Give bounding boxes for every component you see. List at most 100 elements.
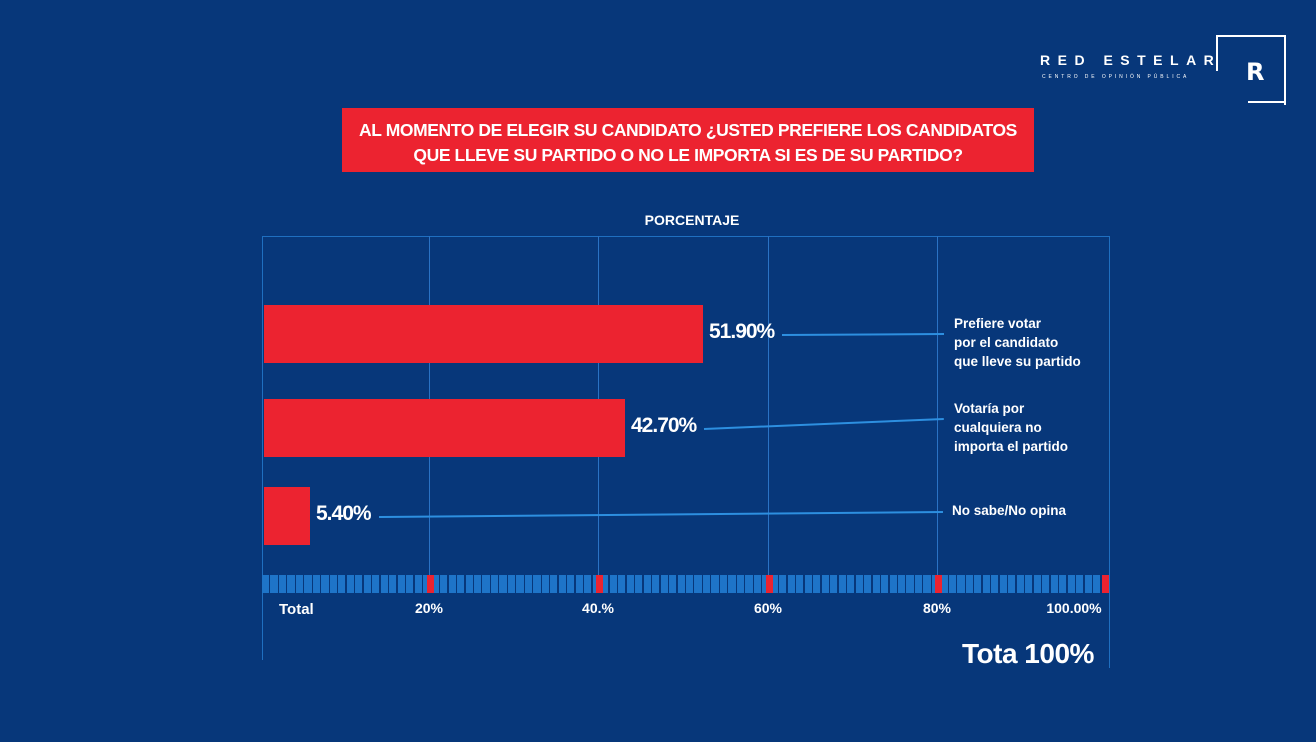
scale-segment — [669, 575, 677, 593]
tick-label-20: 20% — [414, 600, 444, 616]
scale-segment — [1076, 575, 1084, 593]
scale-segment — [558, 575, 566, 593]
scale-segment — [431, 575, 439, 593]
bar-2-category-label-line-3: importa el partido — [954, 439, 1069, 454]
scale-segment — [804, 575, 812, 593]
scale-segment — [702, 575, 711, 593]
scale-segment — [601, 575, 609, 593]
scale-segment — [507, 575, 516, 593]
scale-tick-100 — [1102, 575, 1109, 593]
bar-3 — [264, 487, 310, 545]
brand-logo-frame-left — [1216, 35, 1218, 71]
scale-segment — [872, 575, 880, 593]
scale-segment — [686, 575, 694, 593]
scale-segment — [406, 575, 414, 593]
scale-tick-40 — [596, 575, 603, 593]
scale-segment — [329, 575, 337, 593]
scale-segment — [363, 575, 371, 593]
scale-segment — [457, 575, 465, 593]
scale-segment — [847, 575, 855, 593]
scale-tick-60 — [766, 575, 773, 593]
bar-2 — [264, 399, 625, 457]
scale-segment — [618, 575, 626, 593]
scale-segment — [999, 575, 1007, 593]
chart-title-line-2: QUE LLEVE SU PARTIDO O NO LE IMPORTA SI … — [413, 145, 963, 165]
tick-label-total: Total — [279, 601, 314, 618]
bar-1-category-label-line-1: Prefiere votar — [954, 316, 1042, 331]
scale-segment — [448, 575, 456, 593]
bar-2-leader-line — [703, 417, 944, 430]
bar-1-leader-line — [781, 333, 945, 336]
scale-segment — [711, 575, 719, 593]
scale-segment — [287, 575, 295, 593]
bar-2-category-label: Votaría por cualquiera no importa el parti… — [954, 399, 1068, 456]
scale-segment — [855, 575, 863, 593]
scale-segment — [397, 575, 405, 593]
scale-segment — [898, 575, 906, 593]
chart-frame-top — [262, 236, 1110, 237]
scale-tick-80 — [935, 575, 942, 593]
scale-segment — [1033, 575, 1041, 593]
scale-segment — [465, 575, 473, 593]
bar-1-category-label-line-2: por el candidato — [954, 335, 1059, 350]
scale-segment — [753, 575, 761, 593]
scale-segment — [991, 575, 999, 593]
bar-3-leader-line — [378, 510, 943, 518]
scale-segment — [1042, 575, 1050, 593]
bar-3-value-label: 5.40% — [316, 502, 372, 525]
scale-segment — [694, 575, 702, 593]
scale-segment — [830, 575, 838, 593]
brand-logo-letter: R — [1246, 58, 1265, 86]
scale-segment — [1067, 575, 1075, 593]
bar-2-category-label-line-1: Votaría por — [954, 401, 1025, 416]
bar-2-category-label-line-2: cualquiera no — [954, 420, 1042, 435]
scale-segment — [262, 575, 270, 593]
scale-segment — [550, 575, 558, 593]
scale-segment — [575, 575, 583, 593]
scale-segment — [796, 575, 804, 593]
scale-segment — [881, 575, 889, 593]
scale-segment — [482, 575, 490, 593]
tick-label-100: 100.00% — [1046, 600, 1102, 616]
scale-segment — [923, 575, 931, 593]
scale-tick-20 — [427, 575, 434, 593]
scale-segment — [295, 575, 304, 593]
scale-segment — [584, 575, 592, 593]
scale-segment — [389, 575, 397, 593]
scale-segment — [813, 575, 821, 593]
scale-segment — [719, 575, 728, 593]
scale-segment — [745, 575, 753, 593]
scale-segment — [312, 575, 321, 593]
scale-segment — [524, 575, 533, 593]
scale-segment — [346, 575, 354, 593]
scale-segment — [609, 575, 617, 593]
scale-segment — [499, 575, 507, 593]
scale-segment — [1084, 575, 1092, 593]
bar-3-category-label-line-1: No sabe/No opina — [952, 503, 1067, 518]
scale-segment — [440, 575, 448, 593]
scale-segment — [1016, 575, 1024, 593]
gridline-60 — [768, 236, 769, 576]
scale-segment — [635, 575, 643, 593]
bar-1-value-label: 51.90% — [709, 320, 775, 343]
scale-segment — [516, 575, 524, 593]
bar-2-value-label: 42.70% — [631, 414, 697, 437]
chart-title-banner: AL MOMENTO DE ELEGIR SU CANDIDATO ¿USTED… — [342, 108, 1034, 172]
chart-frame-right — [1109, 236, 1110, 668]
scale-segment — [380, 575, 388, 593]
scale-segment — [270, 575, 278, 593]
scale-segment — [643, 575, 651, 593]
scale-segment — [736, 575, 745, 593]
axis-title: PORCENTAJE — [644, 212, 740, 228]
scale-segment — [965, 575, 973, 593]
scale-segment — [787, 575, 795, 593]
scale-segment — [652, 575, 660, 593]
scale-segment — [490, 575, 499, 593]
scale-segment — [414, 575, 422, 593]
scale-segment — [1093, 575, 1101, 593]
bar-3-category-label: No sabe/No opina — [952, 501, 1066, 520]
scale-segment — [541, 575, 549, 593]
scale-segment — [770, 575, 778, 593]
bar-1 — [264, 305, 703, 363]
bar-1-category-label-line-3: que lleve su partido — [954, 354, 1081, 369]
